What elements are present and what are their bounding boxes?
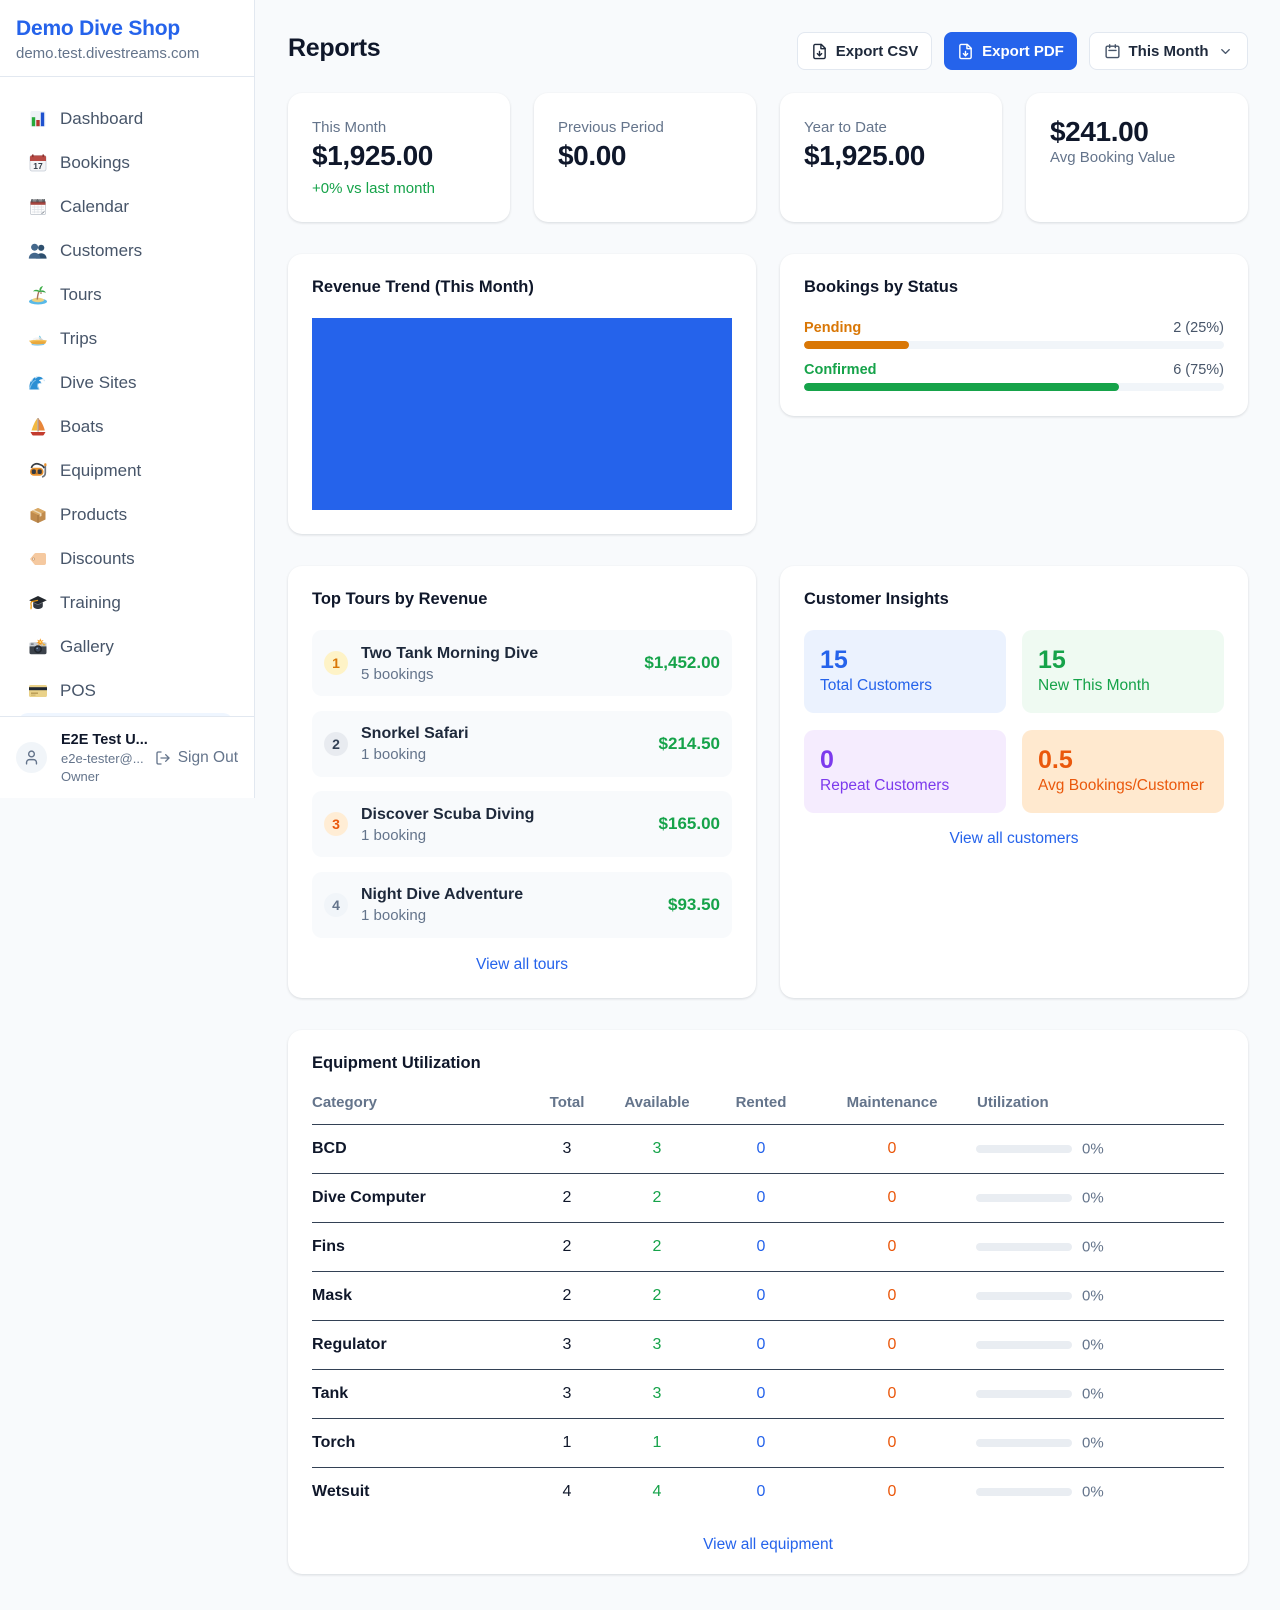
svg-text:17: 17 <box>33 161 43 171</box>
